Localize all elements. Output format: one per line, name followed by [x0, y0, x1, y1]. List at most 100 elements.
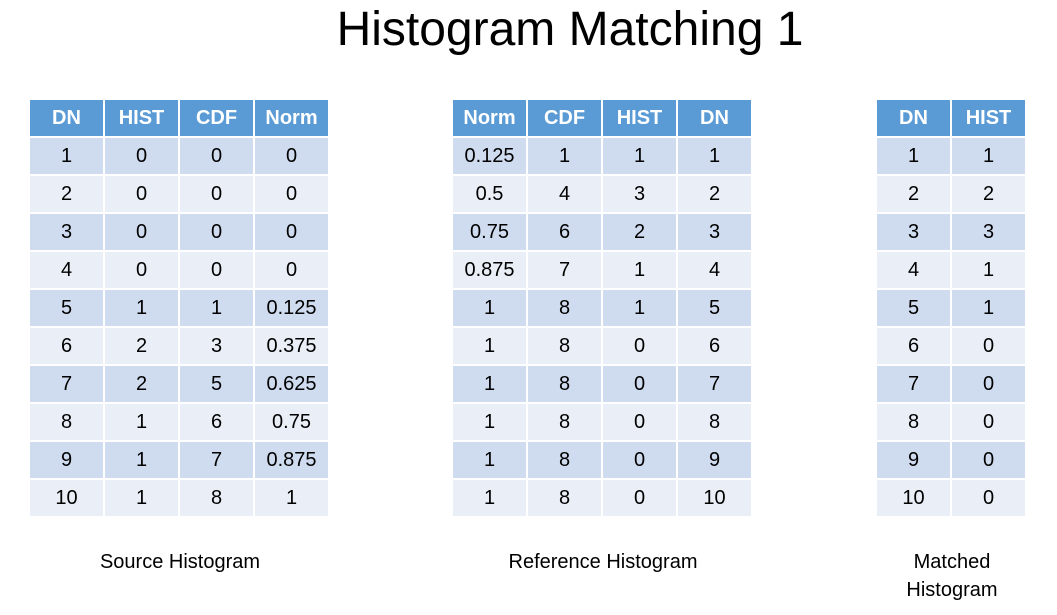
- table-cell: 1: [105, 442, 180, 480]
- column-header: HIST: [952, 100, 1025, 138]
- column-header: CDF: [528, 100, 603, 138]
- table-row: 10 1 8 1: [30, 480, 328, 516]
- table-cell: 8: [528, 328, 603, 366]
- table-row: 6 2 3 0.375: [30, 328, 328, 366]
- table-cell: 2: [105, 366, 180, 404]
- table-cell: 10: [678, 480, 751, 516]
- table-row: 10 0: [877, 480, 1025, 516]
- table-cell: 1: [105, 404, 180, 442]
- table-cell: 1: [603, 138, 678, 176]
- table-cell: 0: [603, 442, 678, 480]
- table-header-row: DN HIST CDF Norm: [30, 100, 328, 138]
- table-cell: 4: [528, 176, 603, 214]
- table-cell: 0.75: [255, 404, 328, 442]
- column-header: CDF: [180, 100, 255, 138]
- table-cell: 4: [877, 252, 952, 290]
- table-cell: 0: [180, 176, 255, 214]
- column-header: DN: [30, 100, 105, 138]
- table-cell: 0.125: [453, 138, 528, 176]
- table-cell: 3: [877, 214, 952, 252]
- table-cell: 3: [678, 214, 751, 252]
- table-cell: 0: [255, 176, 328, 214]
- table-cell: 1: [453, 404, 528, 442]
- table-cell: 1: [453, 328, 528, 366]
- table-cell: 4: [678, 252, 751, 290]
- table-cell: 3: [180, 328, 255, 366]
- column-header: DN: [877, 100, 952, 138]
- table-cell: 8: [30, 404, 105, 442]
- table-cell: 7: [678, 366, 751, 404]
- table-cell: 9: [678, 442, 751, 480]
- table-cell: 1: [952, 290, 1025, 328]
- table-cell: 8: [528, 290, 603, 328]
- table-cell: 0.625: [255, 366, 328, 404]
- table-cell: 8: [528, 404, 603, 442]
- table-cell: 0: [105, 214, 180, 252]
- table-cell: 0.875: [255, 442, 328, 480]
- table-cell: 0: [603, 404, 678, 442]
- table-row: 8 1 6 0.75: [30, 404, 328, 442]
- table-cell: 1: [453, 480, 528, 516]
- table-cell: 1: [255, 480, 328, 516]
- table-cell: 1: [952, 252, 1025, 290]
- table-row: 0.75 6 2 3: [453, 214, 751, 252]
- table-cell: 0: [105, 252, 180, 290]
- table-cell: 5: [180, 366, 255, 404]
- source-histogram-table: DN HIST CDF Norm 1 0 0 0 2 0 0 0 3 0 0 0 4 0 0 0 5 1 1 0.12…: [30, 100, 328, 516]
- table-cell: 6: [877, 328, 952, 366]
- table-cell: 7: [528, 252, 603, 290]
- table-cell: 1: [877, 138, 952, 176]
- matched-histogram-table: DN HIST 1 1 2 2 3 3 4 1 5 1 6 0 7 0 8 0 9 0 10 0: [877, 100, 1025, 516]
- table-cell: 2: [105, 328, 180, 366]
- table-cell: 0: [255, 138, 328, 176]
- table-cell: 1: [30, 138, 105, 176]
- column-header: Norm: [453, 100, 528, 138]
- table-cell: 1: [453, 290, 528, 328]
- reference-histogram-table: Norm CDF HIST DN 0.125 1 1 1 0.5 4 3 2 0.75 6 2 3 0.…: [453, 100, 751, 516]
- table-cell: 6: [678, 328, 751, 366]
- table-cell: 0: [952, 404, 1025, 442]
- table-row: 1 8 0 10: [453, 480, 751, 516]
- table-cell: 0.375: [255, 328, 328, 366]
- caption-line: Matched: [913, 551, 991, 573]
- table-cell: 0: [603, 480, 678, 516]
- column-header: DN: [678, 100, 751, 138]
- table-row: 0.5 4 3 2: [453, 176, 751, 214]
- table-cell: 1: [105, 480, 180, 516]
- table-cell: 0.125: [255, 290, 328, 328]
- table-cell: 5: [678, 290, 751, 328]
- table-cell: 0: [105, 138, 180, 176]
- table-cell: 1: [952, 138, 1025, 176]
- table-cell: 3: [952, 214, 1025, 252]
- table-cell: 3: [30, 214, 105, 252]
- table-cell: 0.5: [453, 176, 528, 214]
- table-cell: 1: [105, 290, 180, 328]
- table-cell: 0: [105, 176, 180, 214]
- table-cell: 0: [255, 252, 328, 290]
- table-cell: 1: [180, 290, 255, 328]
- table-cell: 8: [528, 480, 603, 516]
- table-cell: 0: [952, 442, 1025, 480]
- column-header: Norm: [255, 100, 328, 138]
- table-cell: 6: [30, 328, 105, 366]
- table-cell: 2: [30, 176, 105, 214]
- table-cell: 1: [603, 252, 678, 290]
- caption-line: Histogram: [906, 579, 998, 601]
- column-header: HIST: [105, 100, 180, 138]
- table-cell: 0: [952, 328, 1025, 366]
- table-cell: 7: [877, 366, 952, 404]
- table-cell: 8: [528, 366, 603, 404]
- table-cell: 8: [180, 480, 255, 516]
- table-cell: 1: [528, 138, 603, 176]
- table-row: 9 1 7 0.875: [30, 442, 328, 480]
- table-header-row: Norm CDF HIST DN: [453, 100, 751, 138]
- table-cell: 8: [678, 404, 751, 442]
